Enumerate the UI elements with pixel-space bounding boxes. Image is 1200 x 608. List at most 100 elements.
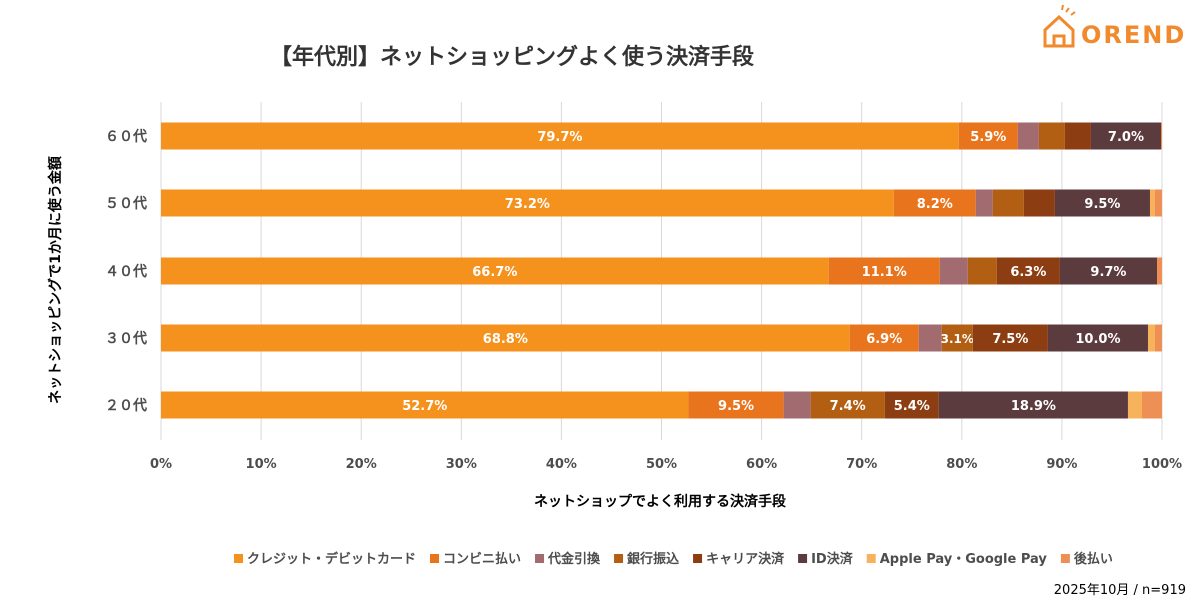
legend-label: 後払い <box>1074 551 1113 567</box>
legend-label: 銀行振込 <box>627 551 680 567</box>
house-icon <box>1043 4 1076 48</box>
bar-segment <box>828 257 940 285</box>
x-tick-label: 50% <box>646 457 677 472</box>
bar-segment <box>1127 391 1142 419</box>
bar-segment <box>958 122 1018 150</box>
legend-swatch <box>234 554 243 563</box>
bar-segment <box>1038 122 1065 150</box>
bar-segment <box>1147 324 1155 352</box>
data-label: 52.7% <box>402 399 447 414</box>
x-tick-label: 60% <box>746 457 777 472</box>
y-tick-label: ５０代 <box>105 195 147 212</box>
data-label: 18.9% <box>1011 399 1056 414</box>
legend-swatch <box>535 554 545 563</box>
x-tick-label: 70% <box>846 457 877 472</box>
bar-segment <box>1047 324 1148 352</box>
y-tick-label: ２０代 <box>105 397 147 414</box>
x-axis-title: ネットショップでよく利用する決済手段 <box>534 493 786 510</box>
y-tick-label: ４０代 <box>105 263 147 280</box>
chart-bars: 79.7% 5.9% 7.0% 73.2% 8.2% 9.5% 66.7% 11.1% 6.3%… <box>161 122 1162 419</box>
bar-segment <box>975 189 993 217</box>
data-label: 9.5% <box>1084 197 1120 212</box>
bar-segment <box>1017 122 1039 150</box>
legend-label: キャリア決済 <box>706 551 785 567</box>
legend-swatch <box>693 554 703 563</box>
legend-swatch <box>1060 554 1070 563</box>
logo-text: OREND <box>1081 21 1186 49</box>
x-tick-label: 10% <box>246 457 277 472</box>
data-label: 7.0% <box>1108 130 1144 145</box>
bar-segment <box>1054 189 1150 217</box>
data-label: 6.3% <box>1010 265 1046 280</box>
bar-segment <box>810 391 885 419</box>
legend-swatch <box>866 554 876 563</box>
data-label: 6.9% <box>866 332 902 347</box>
bar-segment <box>938 391 1128 419</box>
y-tick-label: ３０代 <box>105 330 147 347</box>
x-tick-label: 80% <box>946 457 977 472</box>
data-label: 7.5% <box>992 332 1028 347</box>
x-tick-label: 90% <box>1046 457 1077 472</box>
bar-segment <box>1141 391 1162 419</box>
bar-segment <box>161 122 959 150</box>
data-label: 66.7% <box>472 265 517 280</box>
data-label: 79.7% <box>537 130 582 145</box>
legend-swatch <box>798 554 808 563</box>
legend-swatch <box>430 554 440 563</box>
bar-segment <box>688 391 784 419</box>
bar-segment <box>161 324 850 352</box>
orend-logo: OREND <box>1043 4 1186 49</box>
bar-segment <box>1023 189 1055 217</box>
data-label: 11.1% <box>862 265 907 280</box>
bar-segment <box>1090 122 1161 150</box>
bar-segment <box>1149 189 1155 217</box>
legend-label: コンビニ払い <box>443 551 521 567</box>
data-label: 9.7% <box>1090 265 1126 280</box>
bar-segment <box>1059 257 1157 285</box>
x-tick-label: 30% <box>446 457 477 472</box>
chart-title: 【年代別】ネットショッピングよく使う決済手段 <box>270 44 754 70</box>
bar-segment <box>1160 122 1162 150</box>
x-tick-label: 0% <box>150 457 172 472</box>
x-tick-label: 20% <box>346 457 377 472</box>
bar-segment <box>939 257 968 285</box>
chart-legend: クレジット・デビットカード コンビニ払い 代金引換 銀行振込 キャリア決済 ID決済 App… <box>234 551 1113 567</box>
bar-segment <box>918 324 942 352</box>
footnote: 2025年10月 / n=919 <box>1054 583 1186 598</box>
bar-segment <box>893 189 976 217</box>
bar-segment <box>1154 324 1162 352</box>
x-tick-label: 40% <box>546 457 577 472</box>
bar-segment <box>992 189 1024 217</box>
bar-segment <box>972 324 1048 352</box>
data-label: 10.0% <box>1075 332 1120 347</box>
bar-segment <box>161 391 689 419</box>
bar-segment <box>941 324 973 352</box>
bar-segment <box>849 324 919 352</box>
legend-label: 代金引換 <box>547 551 601 567</box>
data-label: 73.2% <box>505 197 550 212</box>
data-label: 68.8% <box>483 332 528 347</box>
bar-segment <box>967 257 997 285</box>
bar-segment <box>884 391 939 419</box>
data-label: 5.4% <box>894 399 930 414</box>
bar-segment <box>1156 257 1162 285</box>
y-axis-ticks: ６０代 ５０代 ４０代 ３０代 ２０代 <box>105 128 147 414</box>
x-tick-label: 100% <box>1142 457 1182 472</box>
legend-swatch <box>614 554 624 563</box>
data-label: 5.9% <box>970 130 1006 145</box>
bar-segment <box>161 189 894 217</box>
data-label: 9.5% <box>718 399 754 414</box>
bar-segment <box>783 391 811 419</box>
bar-segment <box>996 257 1060 285</box>
x-axis-ticks: 0% 10% 20% 30% 40% 50% 60% 70% 80% 90% 100% <box>150 457 1182 472</box>
bar-segment <box>1154 189 1162 217</box>
legend-label: ID決済 <box>811 551 854 567</box>
bar-segment <box>161 257 829 285</box>
y-tick-label: ６０代 <box>105 128 147 145</box>
data-label: 3.1% <box>941 332 974 346</box>
data-label: 7.4% <box>830 399 866 414</box>
y-axis-title: ネットショッピングで1か月に使う金額 <box>47 156 64 404</box>
bar-segment <box>1064 122 1091 150</box>
